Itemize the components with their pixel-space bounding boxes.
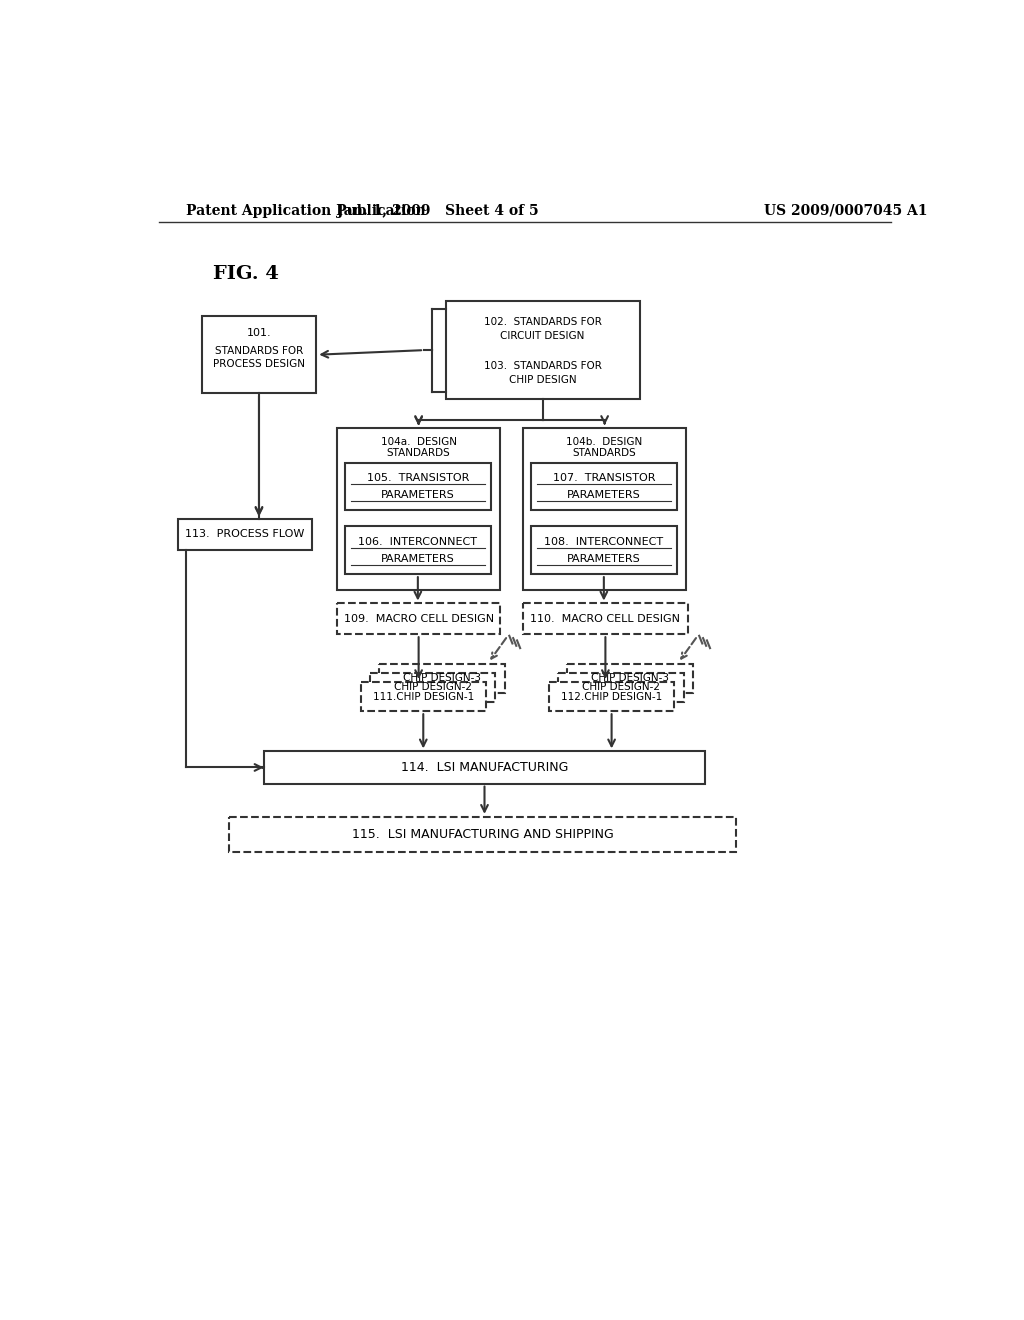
Bar <box>228 817 736 853</box>
Bar <box>337 603 500 635</box>
Text: US 2009/0007045 A1: US 2009/0007045 A1 <box>764 203 927 218</box>
Text: CIRCUIT DESIGN: CIRCUIT DESIGN <box>501 331 585 342</box>
Bar <box>531 527 677 574</box>
Text: 104a.  DESIGN: 104a. DESIGN <box>381 437 457 446</box>
Bar <box>558 673 684 702</box>
Text: 106.  INTERCONNECT: 106. INTERCONNECT <box>358 537 477 546</box>
Text: PARAMETERS: PARAMETERS <box>381 554 455 564</box>
Text: CHIP DESIGN-2: CHIP DESIGN-2 <box>582 682 659 693</box>
Text: 114.  LSI MANUFACTURING: 114. LSI MANUFACTURING <box>400 760 568 774</box>
Text: 109.  MACRO CELL DESIGN: 109. MACRO CELL DESIGN <box>344 614 494 624</box>
Text: Patent Application Publication: Patent Application Publication <box>186 203 426 218</box>
Bar <box>523 603 687 635</box>
Bar <box>263 751 706 784</box>
Bar <box>178 519 311 549</box>
Text: 107.  TRANSISTOR: 107. TRANSISTOR <box>553 473 655 483</box>
Bar <box>345 527 490 574</box>
Bar <box>337 428 500 590</box>
Text: STANDARDS: STANDARDS <box>387 449 451 458</box>
Text: PROCESS DESIGN: PROCESS DESIGN <box>213 359 305 370</box>
Bar <box>345 462 490 511</box>
Bar <box>202 317 316 393</box>
Bar <box>531 462 677 511</box>
Text: PARAMETERS: PARAMETERS <box>567 554 641 564</box>
Text: 105.  TRANSISTOR: 105. TRANSISTOR <box>367 473 469 483</box>
Text: CHIP DESIGN-3: CHIP DESIGN-3 <box>591 673 670 684</box>
Text: Jan. 1, 2009   Sheet 4 of 5: Jan. 1, 2009 Sheet 4 of 5 <box>337 203 539 218</box>
Text: 112.CHIP DESIGN-1: 112.CHIP DESIGN-1 <box>561 692 663 702</box>
Bar <box>454 352 632 392</box>
Bar <box>370 673 496 702</box>
Text: 108.  INTERCONNECT: 108. INTERCONNECT <box>545 537 664 546</box>
Text: 113.  PROCESS FLOW: 113. PROCESS FLOW <box>185 529 305 539</box>
Text: 110.  MACRO CELL DESIGN: 110. MACRO CELL DESIGN <box>530 614 680 624</box>
Text: CHIP DESIGN-2: CHIP DESIGN-2 <box>393 682 472 693</box>
Text: 103.  STANDARDS FOR: 103. STANDARDS FOR <box>483 360 601 371</box>
Bar <box>549 682 675 711</box>
Text: STANDARDS: STANDARDS <box>572 449 637 458</box>
Text: 111.CHIP DESIGN-1: 111.CHIP DESIGN-1 <box>373 692 474 702</box>
Text: PARAMETERS: PARAMETERS <box>567 490 641 500</box>
Text: 115.  LSI MANUFACTURING AND SHIPPING: 115. LSI MANUFACTURING AND SHIPPING <box>351 828 613 841</box>
Text: STANDARDS FOR: STANDARDS FOR <box>215 346 303 356</box>
Text: CHIP DESIGN: CHIP DESIGN <box>509 375 577 385</box>
Bar <box>523 428 686 590</box>
Text: PARAMETERS: PARAMETERS <box>381 490 455 500</box>
Text: 102.  STANDARDS FOR: 102. STANDARDS FOR <box>483 317 601 326</box>
Bar <box>379 664 505 693</box>
Text: 104b.  DESIGN: 104b. DESIGN <box>566 437 643 446</box>
Bar <box>445 301 640 400</box>
Text: 101.: 101. <box>247 327 271 338</box>
Text: FIG. 4: FIG. 4 <box>213 265 280 282</box>
Bar <box>360 682 486 711</box>
Bar <box>454 309 632 348</box>
Text: CHIP DESIGN-3: CHIP DESIGN-3 <box>402 673 481 684</box>
Bar <box>567 664 693 693</box>
